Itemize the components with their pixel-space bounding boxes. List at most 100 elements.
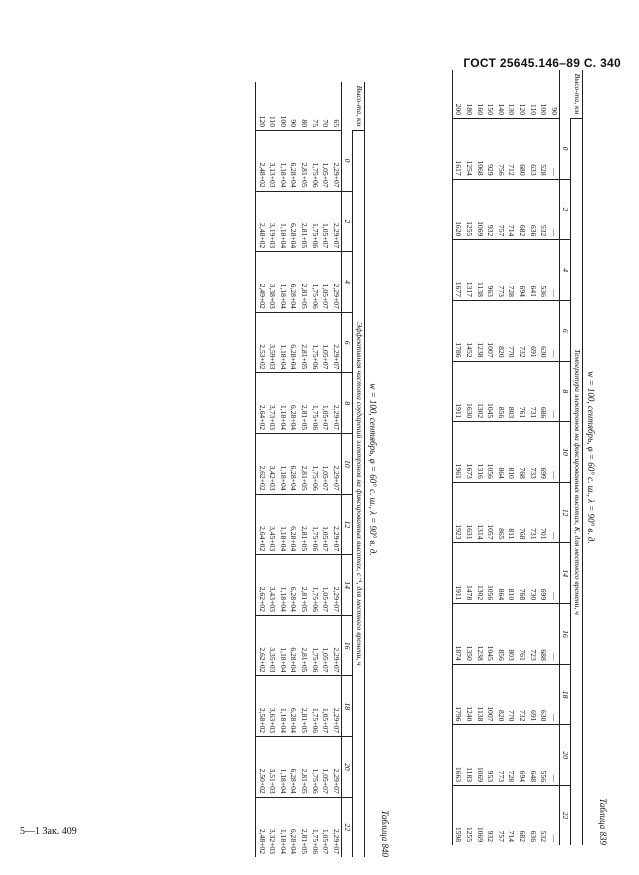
- value-cell: 1,18+04: [277, 554, 288, 616]
- value-cell: 2,50+02: [255, 736, 267, 798]
- value-cell: 3,42+03: [266, 433, 278, 495]
- value-cell: 1923: [452, 482, 464, 543]
- hour-column-header: 22: [559, 785, 571, 845]
- value-cell: 1961: [452, 421, 464, 483]
- table-label: Таблица 840: [380, 810, 390, 857]
- table-row: 120 2,48+02 2,48+02 2,49+02 2,53+02 2,64+02 2,…: [255, 82, 267, 857]
- height-cell: 120: [518, 103, 528, 115]
- value-cell: 1,05+07: [319, 615, 331, 676]
- value-cell: 2,64+02: [255, 494, 267, 555]
- height-cell: 65: [331, 119, 341, 127]
- height-cell: 110: [268, 115, 278, 127]
- value-cell: —: [548, 542, 560, 604]
- hour-column-header: 16: [341, 615, 353, 676]
- height-cell: 70: [321, 119, 331, 127]
- value-cell: 2,29+07: [330, 191, 342, 252]
- value-cell: 2,81+05: [298, 130, 310, 192]
- hour-column-header: 4: [559, 239, 571, 301]
- value-cell: 1478: [463, 542, 475, 604]
- hour-column-header: 6: [559, 300, 571, 362]
- value-cell: 1,75+06: [309, 675, 320, 737]
- value-cell: 682: [516, 785, 528, 845]
- hour-column-header: 20: [341, 736, 353, 798]
- height-cell: 200: [452, 70, 464, 119]
- value-cell: 1,75+06: [309, 494, 320, 555]
- height-cell: 100: [539, 103, 549, 115]
- value-cell: 856: [495, 603, 506, 665]
- value-cell: 1,75+06: [309, 433, 320, 495]
- value-cell: 773: [495, 724, 506, 786]
- value-cell: 2,81+05: [298, 191, 310, 252]
- value-cell: 856: [495, 361, 506, 422]
- value-cell: 6,28+04: [287, 433, 299, 495]
- value-cell: 1,18+04: [277, 615, 288, 676]
- height-cell: 160: [475, 103, 485, 115]
- value-cell: 1254: [463, 118, 475, 180]
- table-row: 80 2,81+05 2,81+05 2,81+05 2,81+05 2,81+05 2,8…: [298, 82, 310, 857]
- value-cell: 2,29+07: [330, 494, 342, 555]
- height-cell: 150: [486, 103, 496, 115]
- hour-column-header: 2: [341, 191, 353, 252]
- height-column-header: Высо-та, км: [559, 70, 583, 119]
- hour-column-header: 0: [341, 130, 353, 192]
- value-cell: 6,28+04: [287, 372, 299, 434]
- value-cell: 699: [537, 421, 549, 483]
- value-cell: 1,05+07: [319, 494, 331, 555]
- value-cell: 932: [484, 179, 496, 240]
- value-cell: 6,28+04: [287, 130, 299, 192]
- value-cell: 1,05+07: [319, 130, 331, 192]
- value-cell: 1,05+07: [319, 251, 331, 313]
- value-cell: 2,62+02: [255, 615, 267, 676]
- value-cell: 810: [505, 421, 517, 483]
- value-cell: 3,43+03: [266, 554, 278, 616]
- value-cell: 1317: [463, 239, 475, 301]
- value-cell: 2,48+02: [255, 797, 267, 857]
- value-cell: 1240: [463, 664, 475, 725]
- value-cell: 953: [484, 724, 496, 786]
- value-cell: 2,81+05: [298, 433, 310, 495]
- height-cell: 100: [278, 115, 288, 127]
- value-cell: 1,75+06: [309, 615, 320, 676]
- value-cell: 768: [516, 421, 528, 483]
- table-row: 100 528 532 536 630 686 699 701 699 688 630 556 532: [537, 70, 549, 845]
- value-cell: 712: [505, 118, 517, 180]
- value-cell: 757: [495, 785, 506, 845]
- value-cell: 691: [527, 664, 538, 725]
- value-cell: 6,28+04: [287, 554, 299, 616]
- value-cell: 3,59+03: [266, 312, 278, 373]
- value-cell: —: [548, 239, 560, 301]
- hour-column-header: 2: [559, 179, 571, 240]
- value-cell: 691: [527, 300, 538, 362]
- value-cell: 1796: [452, 664, 464, 725]
- height-cell: 80: [300, 119, 310, 127]
- value-cell: 1911: [452, 542, 464, 604]
- value-cell: 648: [527, 724, 538, 786]
- value-cell: 2,29+07: [330, 554, 342, 616]
- value-cell: 1,18+04: [277, 433, 288, 495]
- value-cell: 731: [527, 361, 538, 422]
- value-cell: 532: [537, 179, 549, 240]
- value-cell: 1302: [474, 361, 485, 422]
- value-cell: 2,62+02: [255, 554, 267, 616]
- value-cell: 1617: [452, 118, 464, 180]
- value-cell: 3,19+03: [266, 191, 278, 252]
- value-cell: 768: [516, 482, 528, 543]
- value-cell: 1911: [452, 361, 464, 422]
- value-cell: 1,18+04: [277, 251, 288, 313]
- value-cell: 3,32+03: [266, 797, 278, 857]
- value-cell: 1,18+04: [277, 736, 288, 798]
- value-cell: 6,28+04: [287, 797, 299, 857]
- value-cell: 630: [537, 664, 549, 725]
- value-cell: —: [548, 118, 560, 180]
- height-cell: 120: [255, 82, 267, 131]
- value-cell: 1,75+06: [309, 372, 320, 434]
- value-cell: 3,51+03: [266, 736, 278, 798]
- value-cell: 1673: [463, 421, 475, 483]
- table-row: 150 929 932 963 1007 1045 1056 1057 1056 1045 1007…: [484, 70, 496, 845]
- table-row: 110 633 636 641 691 731 733 731 730 723 691 648 636: [527, 70, 538, 845]
- value-cell: 757: [495, 179, 506, 240]
- value-cell: 2,81+05: [298, 554, 310, 616]
- value-cell: 1238: [474, 603, 485, 665]
- value-cell: 1,75+06: [309, 130, 320, 192]
- value-cell: 1874: [452, 603, 464, 665]
